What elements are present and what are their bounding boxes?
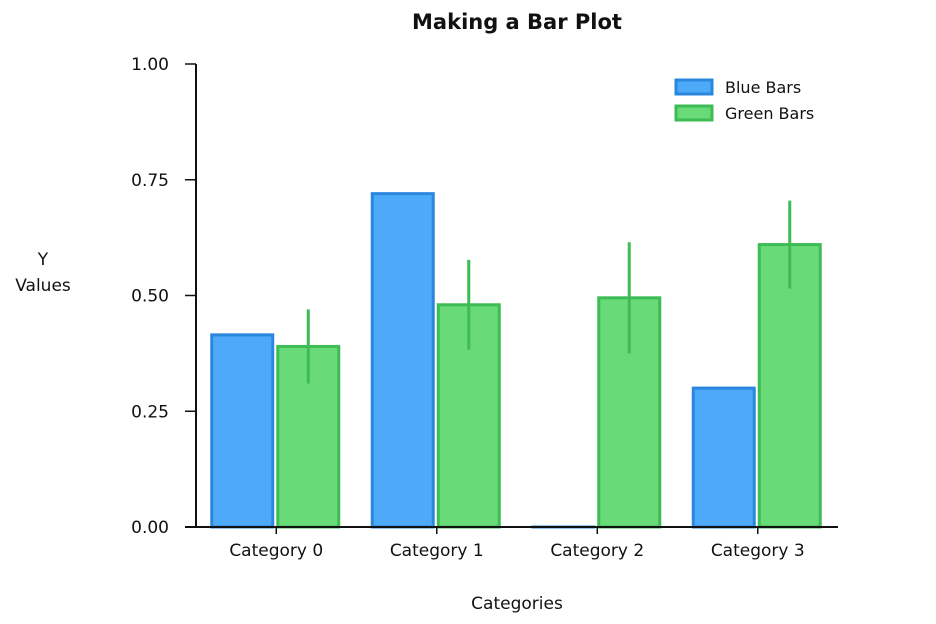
y-tick-label-1: 0.25 (131, 402, 169, 422)
legend-label-1: Green Bars (725, 104, 814, 123)
y-tick-label-2: 0.50 (131, 287, 169, 307)
y-tick-label-4: 1.00 (131, 55, 169, 75)
x-tick-label-1: Category 1 (390, 541, 484, 561)
x-tick-label-3: Category 3 (711, 541, 805, 561)
y-tick-label-3: 0.75 (131, 171, 169, 191)
blue-bar-0 (210, 333, 275, 529)
x-axis-label: Categories (471, 594, 563, 614)
y-axis-label-line-1: Y (37, 250, 49, 270)
y-tick-label-0: 0.00 (131, 518, 169, 538)
legend-label-0: Blue Bars (725, 78, 801, 97)
legend-swatch-0 (674, 78, 714, 96)
x-tick-label-2: Category 2 (550, 541, 644, 561)
y-axis-label-line-2: Values (15, 276, 71, 296)
plot-area: Category 0 Category 1 Category 2 Category 3… (131, 55, 838, 561)
blue-bar-3 (691, 386, 756, 529)
legend: Blue Bars Green Bars (674, 78, 814, 123)
x-tick-label-0: Category 0 (229, 541, 323, 561)
chart-title: Making a Bar Plot (412, 10, 622, 34)
blue-bar-1 (370, 192, 435, 529)
legend-swatch-1 (674, 104, 714, 122)
